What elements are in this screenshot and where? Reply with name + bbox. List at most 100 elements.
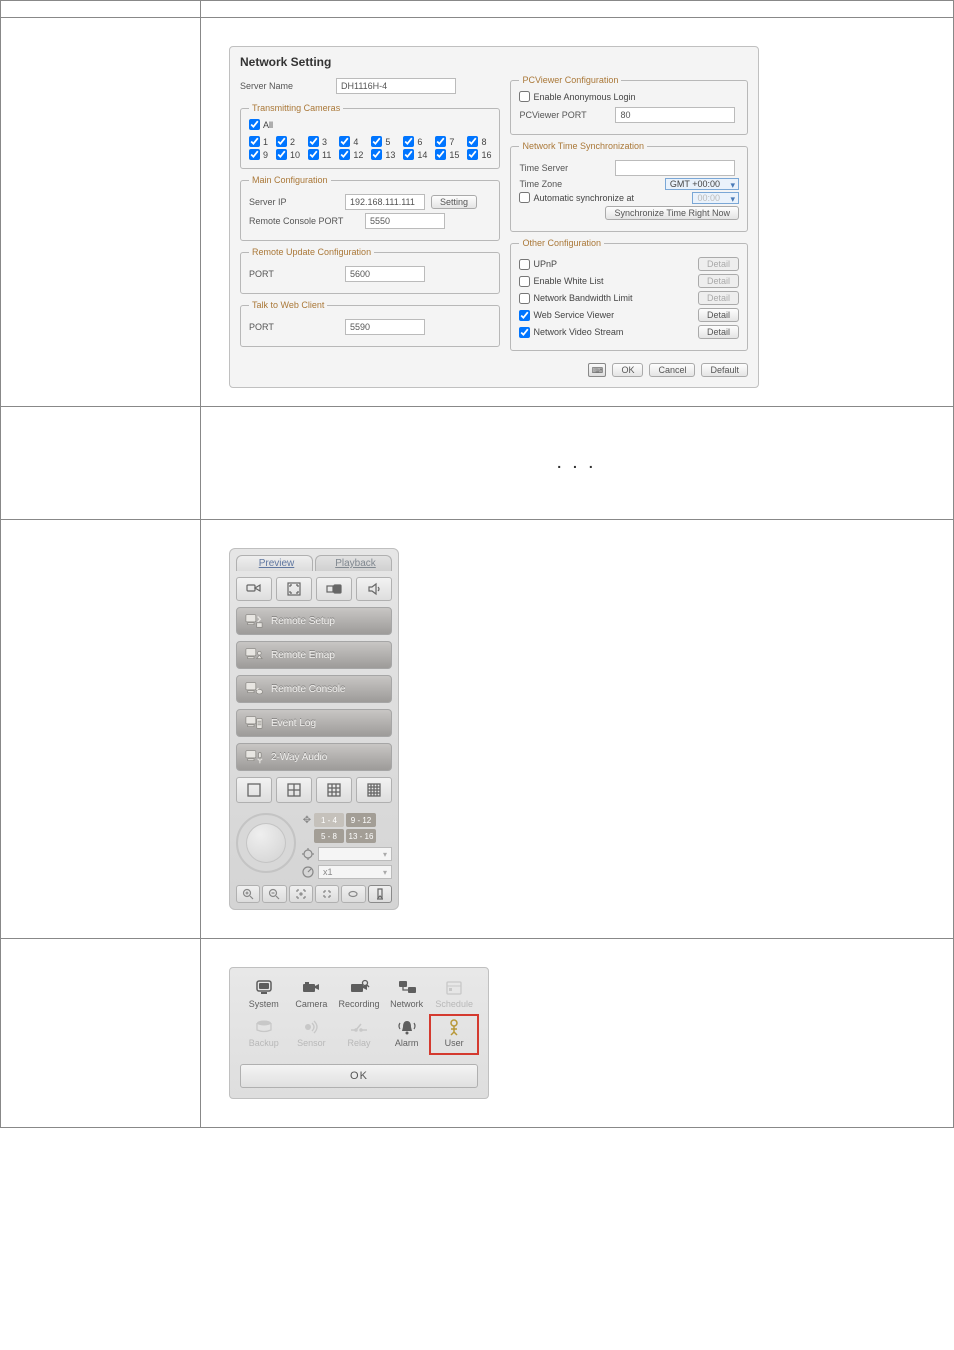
transmitting-cameras-group: Transmitting Cameras All 123456789101112… (240, 103, 500, 169)
camera-3-checkbox[interactable]: 3 (308, 136, 331, 147)
camera-6-checkbox[interactable]: 6 (403, 136, 427, 147)
layout-16-button[interactable] (356, 777, 392, 803)
user-icon (439, 1017, 469, 1037)
layout-1-button[interactable] (236, 777, 272, 803)
camera-12-checkbox[interactable]: 12 (339, 149, 363, 160)
time-zone-select[interactable]: GMT +00:00 (665, 178, 739, 190)
camera-7-checkbox[interactable]: 7 (435, 136, 459, 147)
remote-emap-button[interactable]: Remote Emap (236, 641, 392, 669)
nts-legend: Network Time Synchronization (519, 141, 647, 151)
alarm-nav[interactable]: Alarm (383, 1015, 431, 1054)
pcviewer-port-input[interactable] (615, 107, 735, 123)
two-way-audio-button[interactable]: 2-Way Audio (236, 743, 392, 771)
event-log-icon (243, 714, 265, 732)
nvs-detail-button[interactable]: Detail (698, 325, 739, 339)
camera-4-checkbox[interactable]: 4 (339, 136, 363, 147)
empty-cell (1, 18, 201, 407)
camera-13-checkbox[interactable]: 13 (371, 149, 395, 160)
sync-now-button[interactable]: Synchronize Time Right Now (605, 206, 739, 220)
camera-5-checkbox[interactable]: 5 (371, 136, 395, 147)
server-name-input[interactable] (336, 78, 456, 94)
camera-nav[interactable]: Camera (288, 976, 336, 1015)
time-zone-label: Time Zone (519, 179, 609, 189)
camera-icon (296, 978, 326, 998)
preview-tab[interactable]: Preview (236, 555, 313, 571)
camera-10-checkbox[interactable]: 10 (276, 149, 300, 160)
focus-near-button[interactable] (289, 885, 313, 903)
channel-1-4[interactable]: 1 - 4 (314, 813, 344, 827)
empty-cell (1, 1, 201, 18)
user-nav[interactable]: User (430, 1015, 478, 1054)
system-nav[interactable]: System (240, 976, 288, 1015)
talk-port-input[interactable] (345, 319, 425, 335)
playback-label: Playback (335, 558, 376, 569)
focus-far-button[interactable] (315, 885, 339, 903)
camera-14-checkbox[interactable]: 14 (403, 149, 427, 160)
remote-console-port-input[interactable] (365, 213, 445, 229)
dialog-title: Network Setting (240, 55, 748, 69)
channel-9-12[interactable]: 9 - 12 (346, 813, 376, 827)
server-ip-input[interactable] (345, 194, 425, 210)
playback-tab[interactable]: Playback (315, 555, 392, 571)
time-server-label: Time Server (519, 163, 609, 173)
time-server-input[interactable] (615, 160, 735, 176)
fullscreen-button[interactable] (276, 577, 312, 601)
camera-label: Camera (295, 999, 327, 1009)
channel-13-16[interactable]: 13 - 16 (346, 829, 376, 843)
remote-update-legend: Remote Update Configuration (249, 247, 374, 257)
transmitting-cameras-legend: Transmitting Cameras (249, 103, 343, 113)
upnp-checkbox[interactable]: UPnP (519, 259, 557, 270)
pcviewer-config-group: PCViewer Configuration Enable Anonymous … (510, 75, 748, 135)
network-nav[interactable]: Network (383, 976, 431, 1015)
whitelist-checkbox[interactable]: Enable White List (519, 276, 603, 287)
setting-button[interactable]: Setting (431, 195, 477, 209)
control-panel: Preview Playback Remote Setup Remote E (229, 548, 399, 910)
ptz-direction-pad[interactable] (236, 813, 296, 873)
ru-port-input[interactable] (345, 266, 425, 282)
ru-port-label: PORT (249, 269, 339, 279)
camera-8-checkbox[interactable]: 8 (467, 136, 491, 147)
remote-setup-button[interactable]: Remote Setup (236, 607, 392, 635)
remote-emap-icon (243, 646, 265, 664)
bookmark-button[interactable] (368, 885, 392, 903)
all-checkbox[interactable]: All (249, 119, 273, 130)
alarm-icon (392, 1017, 422, 1037)
ellipsis: . . . (209, 415, 945, 511)
event-log-button[interactable]: Event Log (236, 709, 392, 737)
web-service-viewer-checkbox[interactable]: Web Service Viewer (519, 310, 614, 321)
camera-9-checkbox[interactable]: 9 (249, 149, 268, 160)
wsv-detail-button[interactable]: Detail (698, 308, 739, 322)
move-icon: ✥ (302, 815, 312, 826)
connect-button[interactable] (236, 577, 272, 601)
ok-button[interactable]: OK (612, 363, 643, 377)
zoom-in-button[interactable] (236, 885, 260, 903)
audio-button[interactable] (356, 577, 392, 601)
bandwidth-checkbox[interactable]: Network Bandwidth Limit (519, 293, 632, 304)
remote-console-icon (243, 680, 265, 698)
recording-nav[interactable]: Recording (335, 976, 383, 1015)
auto-sync-checkbox[interactable]: Automatic synchronize at (519, 192, 634, 203)
zoom-out-button[interactable] (262, 885, 286, 903)
cancel-button[interactable]: Cancel (649, 363, 695, 377)
preset-select[interactable] (318, 847, 392, 861)
layout-9-button[interactable] (316, 777, 352, 803)
camera-15-checkbox[interactable]: 15 (435, 149, 459, 160)
camera-11-checkbox[interactable]: 11 (308, 149, 331, 160)
layout-4-button[interactable] (276, 777, 312, 803)
network-time-sync-group: Network Time Synchronization Time Server… (510, 141, 748, 232)
keyboard-icon[interactable]: ⌨ (588, 363, 606, 377)
channel-5-8[interactable]: 5 - 8 (314, 829, 344, 843)
setup-ok-button[interactable]: OK (240, 1064, 478, 1088)
speed-select[interactable]: x1 (318, 865, 392, 879)
camera-16-checkbox[interactable]: 16 (467, 149, 491, 160)
recording-icon (344, 978, 374, 998)
auto-sync-time-select[interactable]: 00:00 (692, 192, 739, 204)
network-video-stream-checkbox[interactable]: Network Video Stream (519, 327, 623, 338)
camera-2-checkbox[interactable]: 2 (276, 136, 300, 147)
iris-button[interactable] (341, 885, 365, 903)
camera-1-checkbox[interactable]: 1 (249, 136, 268, 147)
default-button[interactable]: Default (701, 363, 748, 377)
anonymous-login-checkbox[interactable]: Enable Anonymous Login (519, 91, 635, 102)
record-button[interactable] (316, 577, 352, 601)
remote-console-button[interactable]: Remote Console (236, 675, 392, 703)
